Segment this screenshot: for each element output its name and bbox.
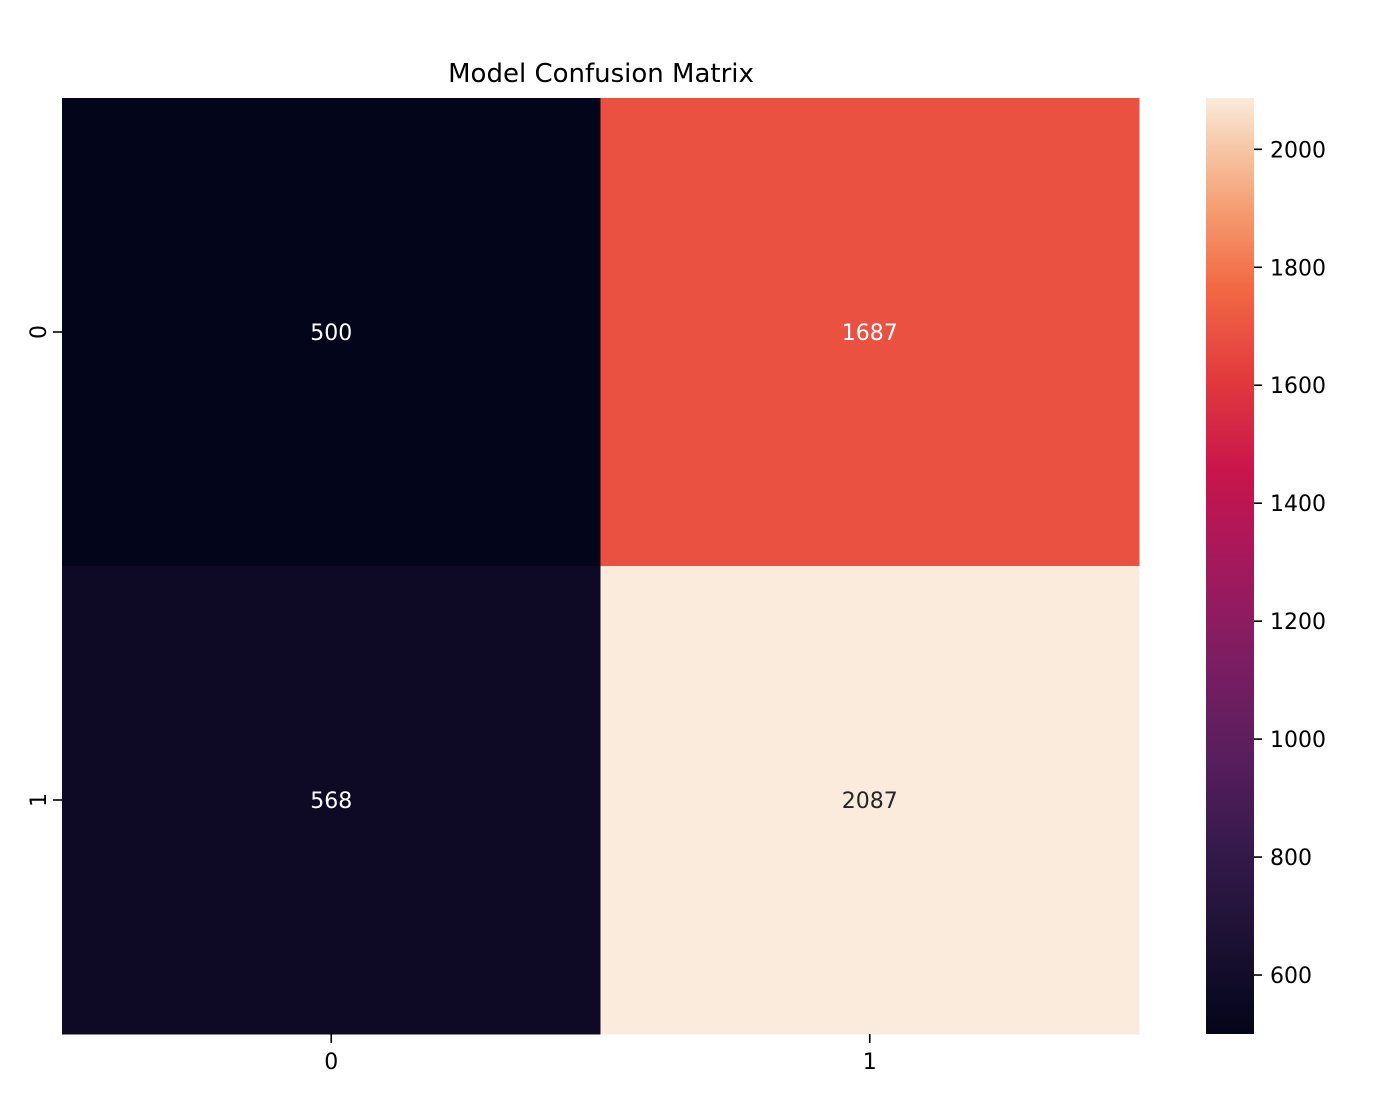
heatmap-cell-0-1 [600, 98, 1140, 567]
colorbar-tick-label-7: 2000 [1270, 138, 1326, 163]
colorbar-tick-label-1: 800 [1270, 846, 1312, 871]
heatmap-cell-labels: 500 1687 568 2087 [310, 321, 898, 814]
x-tick-label-0: 0 [324, 1050, 338, 1075]
cell-label-0-1: 1687 [842, 321, 898, 346]
colorbar [1206, 98, 1254, 1034]
cell-label-1-1: 2087 [842, 789, 898, 814]
y-tick-label-1: 1 [27, 793, 52, 807]
x-tick-label-1: 1 [863, 1050, 877, 1075]
cell-label-1-0: 568 [310, 789, 352, 814]
heatmap-cell-1-0 [62, 566, 601, 1035]
colorbar-tick-label-2: 1000 [1270, 728, 1326, 753]
y-tick-label-0: 0 [27, 325, 52, 339]
cell-label-0-0: 500 [310, 321, 352, 346]
colorbar-tick-label-5: 1600 [1270, 374, 1326, 399]
heatmap-cells [62, 98, 1140, 1035]
colorbar-ticks: 600 800 1000 1200 1400 1600 1800 2000 [1254, 138, 1326, 989]
colorbar-tick-label-6: 1800 [1270, 256, 1326, 281]
colorbar-tick-label-0: 600 [1270, 964, 1312, 989]
heatmap-cell-1-1 [600, 566, 1140, 1035]
colorbar-tick-label-3: 1200 [1270, 610, 1326, 635]
chart-title: Model Confusion Matrix [448, 59, 754, 89]
colorbar-tick-label-4: 1400 [1270, 492, 1326, 517]
heatmap-cell-0-0 [62, 98, 601, 567]
y-axis: 01 [27, 325, 62, 807]
